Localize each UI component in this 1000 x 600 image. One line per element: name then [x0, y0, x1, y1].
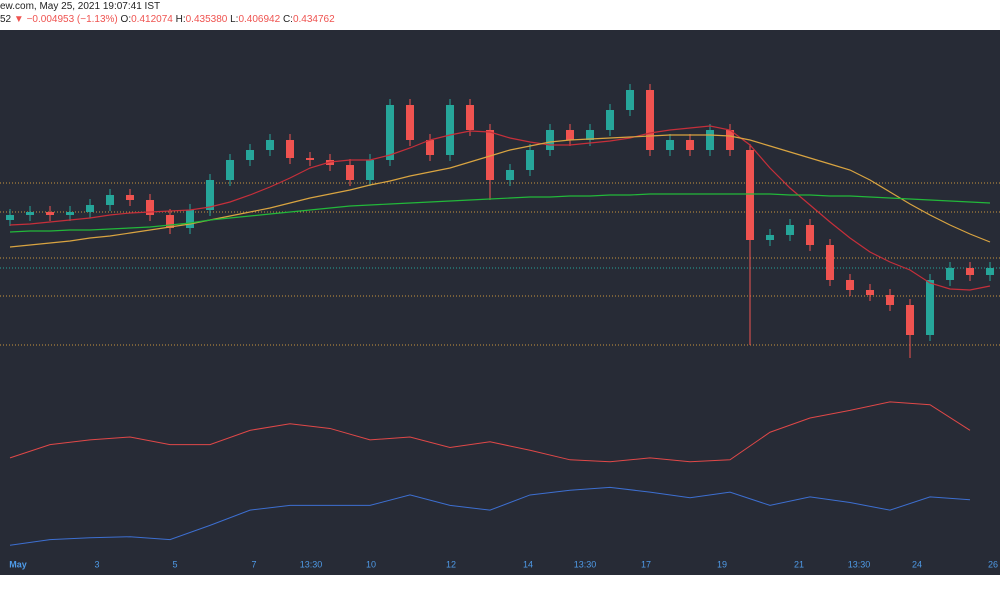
- candle-body: [406, 105, 414, 140]
- candle-body: [166, 215, 174, 228]
- moving-average: [9, 134, 991, 248]
- x-tick-label: 10: [366, 559, 376, 569]
- candle-body: [206, 180, 214, 210]
- x-tick-label: 19: [717, 559, 727, 569]
- ohlc-label: L:: [230, 14, 239, 25]
- candle-body: [506, 170, 514, 180]
- candle-body: [426, 140, 434, 155]
- candle-body: [866, 290, 874, 295]
- moving-average: [9, 193, 991, 233]
- x-tick-label: 3: [94, 559, 99, 569]
- candle-body: [446, 105, 454, 155]
- ohlc-label: H:: [175, 14, 186, 25]
- candle-body: [966, 268, 974, 275]
- x-tick-label: 12: [446, 559, 456, 569]
- x-tick-label: 24: [912, 559, 922, 569]
- candle-body: [126, 195, 134, 200]
- candle-body: [106, 195, 114, 205]
- candle-body: [286, 140, 294, 158]
- x-tick-label: 13:30: [848, 559, 871, 569]
- candle-body: [606, 110, 614, 130]
- candle-body: [526, 150, 534, 170]
- candle-body: [946, 268, 954, 280]
- candle-body: [306, 158, 314, 160]
- x-tick-label: 17: [641, 559, 651, 569]
- candle-body: [626, 90, 634, 110]
- x-tick-label: May: [9, 559, 27, 569]
- candle-body: [226, 160, 234, 180]
- candle-body: [806, 225, 814, 245]
- x-tick-label: 14: [523, 559, 533, 569]
- chart: May 3 5 7 13:30 10 12 14 13:30 17 19 21 13:30 24 26: [0, 30, 1000, 575]
- ohlc-value: 0.434762: [292, 14, 335, 25]
- indicator-line: [9, 486, 971, 546]
- change: ▼ −0.004953 (−1.13%): [13, 14, 118, 25]
- ohlc-label: O:: [120, 14, 132, 25]
- candle-body: [86, 205, 94, 212]
- x-tick-label: 21: [794, 559, 804, 569]
- header: ew.com, May 25, 2021 19:07:41 IST 52 ▼ −…: [0, 0, 1000, 30]
- candle-body: [186, 210, 194, 228]
- candle-body: [26, 212, 34, 215]
- candle-body: [546, 130, 554, 150]
- moving-average: [9, 125, 991, 291]
- candle-body: [566, 130, 574, 140]
- candle-body: [786, 225, 794, 235]
- candle-body: [926, 280, 934, 335]
- ohlc-value: 0.435380: [185, 14, 228, 25]
- candle-body: [846, 280, 854, 290]
- ohlc-label: C:: [282, 14, 293, 25]
- candle-body: [766, 235, 774, 240]
- candle-body: [346, 165, 354, 180]
- source: ew.com, May 25, 2021 19:07:41 IST: [0, 1, 161, 12]
- quote: 52 ▼ −0.004953 (−1.13%) O:0.412074 H:0.4…: [0, 14, 335, 25]
- x-tick-label: 13:30: [574, 559, 597, 569]
- candle-body: [366, 160, 374, 180]
- candle-body: [666, 140, 674, 150]
- candle-body: [586, 130, 594, 140]
- chart-background: [0, 30, 1000, 575]
- candle-body: [686, 140, 694, 150]
- candle-body: [66, 212, 74, 215]
- candle-body: [726, 130, 734, 150]
- candle-body: [246, 150, 254, 160]
- candle-body: [266, 140, 274, 150]
- candle-body: [986, 268, 994, 275]
- x-tick-label: 13:30: [300, 559, 323, 569]
- candle-body: [826, 245, 834, 280]
- candle-body: [706, 130, 714, 150]
- candle-body: [886, 295, 894, 305]
- candle-body: [906, 305, 914, 335]
- x-tick-label: 26: [988, 559, 998, 569]
- candle-body: [386, 105, 394, 160]
- x-tick-label: 5: [172, 559, 177, 569]
- candle-body: [6, 215, 14, 220]
- candle-body: [746, 150, 754, 240]
- last: 52: [0, 14, 12, 25]
- candle-body: [46, 212, 54, 215]
- ohlc-value: 0.412074: [131, 14, 173, 25]
- candle-body: [486, 130, 494, 180]
- indicator-line: [9, 401, 971, 463]
- candle-body: [466, 105, 474, 130]
- ohlc-value: 0.406942: [238, 14, 281, 25]
- candle-body: [646, 90, 654, 150]
- candle-body: [146, 200, 154, 215]
- x-tick-label: 7: [251, 559, 256, 569]
